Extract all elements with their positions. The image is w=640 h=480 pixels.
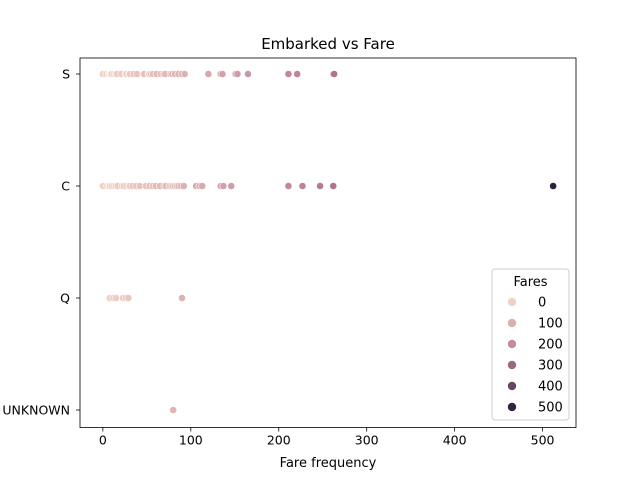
legend-marker bbox=[507, 381, 517, 391]
data-point bbox=[330, 70, 339, 78]
y-tick-label: Q bbox=[60, 291, 70, 306]
y-tick-label: S bbox=[62, 67, 70, 82]
legend-marker bbox=[507, 318, 517, 328]
data-point bbox=[549, 182, 558, 190]
data-point bbox=[180, 70, 189, 78]
data-point bbox=[227, 182, 236, 190]
data-point bbox=[218, 70, 227, 78]
data-point bbox=[233, 70, 242, 78]
x-tick-label: 0 bbox=[99, 433, 107, 448]
x-axis: 0 100 200 300 400 500 bbox=[99, 427, 555, 448]
data-point bbox=[316, 182, 324, 190]
points-layer bbox=[98, 70, 558, 414]
plot-frame bbox=[79, 57, 577, 428]
legend-label: 300 bbox=[538, 359, 563, 374]
data-point bbox=[219, 182, 228, 190]
data-point bbox=[124, 294, 133, 302]
data-point bbox=[204, 70, 213, 78]
legend-title: Fares bbox=[513, 275, 547, 290]
legend-marker bbox=[507, 297, 517, 307]
y-tick-label: UNKNOWN bbox=[2, 403, 70, 418]
x-axis-label: Fare frequency bbox=[280, 456, 377, 471]
x-tick-label: 500 bbox=[531, 433, 555, 448]
legend-marker bbox=[507, 339, 517, 349]
data-point bbox=[198, 182, 207, 190]
legend-entries: 0 100 200 300 400 500 bbox=[507, 296, 563, 416]
legend-label: 200 bbox=[538, 338, 563, 353]
legend-label: 100 bbox=[538, 317, 563, 332]
x-tick-label: 200 bbox=[267, 433, 291, 448]
legend: Fares 0 100 200 300 400 500 bbox=[491, 268, 570, 421]
data-point bbox=[112, 294, 120, 302]
y-axis: S C Q UNKNOWN bbox=[2, 67, 80, 418]
data-point bbox=[178, 294, 186, 302]
x-tick-label: 400 bbox=[443, 433, 467, 448]
legend-marker bbox=[507, 360, 517, 370]
legend-label: 400 bbox=[538, 380, 563, 395]
y-tick-label: C bbox=[61, 179, 70, 194]
data-point bbox=[169, 406, 178, 414]
chart-title: Embarked vs Fare bbox=[261, 35, 395, 53]
data-point bbox=[298, 182, 307, 190]
data-point bbox=[284, 70, 293, 78]
x-tick-label: 300 bbox=[355, 433, 379, 448]
data-point bbox=[329, 182, 338, 190]
legend-marker bbox=[507, 402, 517, 412]
legend-label: 500 bbox=[538, 401, 563, 416]
data-point bbox=[293, 70, 302, 78]
data-point bbox=[244, 70, 252, 78]
data-point bbox=[179, 182, 188, 190]
x-tick-label: 100 bbox=[179, 433, 203, 448]
legend-label: 0 bbox=[538, 296, 546, 311]
data-point bbox=[284, 182, 293, 190]
